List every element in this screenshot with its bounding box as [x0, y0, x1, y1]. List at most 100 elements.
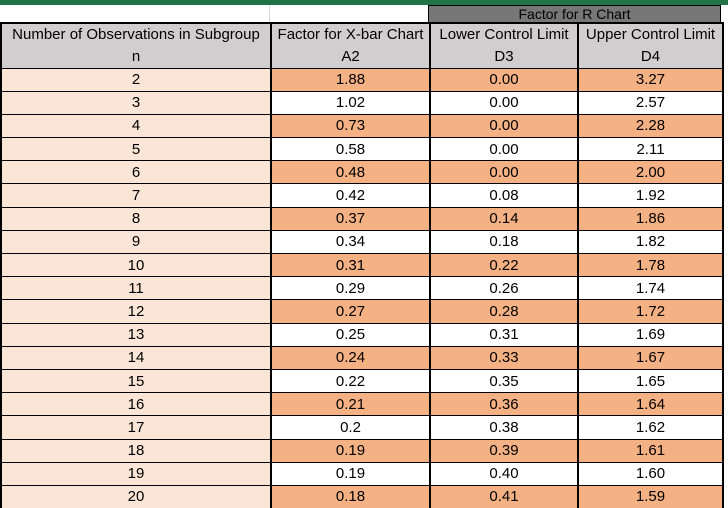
cell-d4[interactable]: 2.57: [577, 90, 724, 115]
cell-d3[interactable]: 0.35: [429, 368, 579, 394]
header-cell-d3[interactable]: Lower Control Limit D3: [429, 22, 579, 69]
cell-a2[interactable]: 0.31: [270, 252, 431, 278]
cell-d4[interactable]: 1.74: [577, 276, 724, 301]
cell-n[interactable]: 19: [0, 461, 272, 486]
table-row: 7 0.42 0.08 1.92: [0, 183, 724, 208]
cell-n[interactable]: 3: [0, 90, 272, 115]
cell-d3[interactable]: 0.08: [429, 183, 579, 208]
header-cell-a2[interactable]: Factor for X-bar Chart A2: [270, 22, 431, 69]
cell-d4[interactable]: 1.86: [577, 206, 724, 231]
header-cell-n[interactable]: Number of Observations in Subgroup n: [0, 22, 272, 69]
cell-n[interactable]: 15: [0, 368, 272, 394]
table-body: 2 1.88 0.00 3.27 3 1.02 0.00 2.57 4 0.73 0.00 2.28 5…: [0, 67, 724, 508]
cell-a2[interactable]: 0.29: [270, 276, 431, 301]
cell-d4[interactable]: 1.61: [577, 438, 724, 463]
cell-d3[interactable]: 0.14: [429, 206, 579, 231]
cell-d4[interactable]: 1.64: [577, 392, 724, 417]
cell-a2[interactable]: 1.02: [270, 90, 431, 115]
banner-row: Factor for R Chart: [0, 5, 728, 22]
empty-cell[interactable]: [0, 5, 270, 22]
cell-d4[interactable]: 1.69: [577, 322, 724, 347]
cell-d3[interactable]: 0.00: [429, 67, 579, 92]
cell-a2[interactable]: 0.27: [270, 299, 431, 324]
cell-a2[interactable]: 0.19: [270, 461, 431, 486]
cell-n[interactable]: 4: [0, 113, 272, 139]
cell-d4[interactable]: 2.28: [577, 113, 724, 139]
cell-a2[interactable]: 0.18: [270, 484, 431, 508]
empty-cell: [721, 5, 728, 22]
cell-n[interactable]: 9: [0, 229, 272, 255]
cell-a2[interactable]: 0.58: [270, 137, 431, 162]
cell-a2[interactable]: 0.48: [270, 160, 431, 185]
cell-d4[interactable]: 1.59: [577, 484, 724, 508]
cell-n[interactable]: 14: [0, 345, 272, 370]
table-row: 20 0.18 0.41 1.59: [0, 484, 724, 508]
cell-d3[interactable]: 0.18: [429, 229, 579, 255]
cell-d3[interactable]: 0.00: [429, 113, 579, 139]
cell-d3[interactable]: 0.26: [429, 276, 579, 301]
cell-a2[interactable]: 0.19: [270, 438, 431, 463]
header-title: Upper Control Limit: [585, 26, 716, 44]
cell-d3[interactable]: 0.33: [429, 345, 579, 370]
cell-d4[interactable]: 2.11: [577, 137, 724, 162]
cell-d4[interactable]: 1.72: [577, 299, 724, 324]
header-title: Factor for X-bar Chart: [277, 26, 424, 44]
cell-n[interactable]: 2: [0, 67, 272, 92]
cell-n[interactable]: 20: [0, 484, 272, 508]
r-chart-banner-cell[interactable]: Factor for R Chart: [428, 5, 721, 22]
cell-a2[interactable]: 1.88: [270, 67, 431, 92]
cell-a2[interactable]: 0.25: [270, 322, 431, 347]
header-symbol: A2: [341, 48, 360, 66]
cell-a2[interactable]: 0.2: [270, 415, 431, 440]
cell-a2[interactable]: 0.21: [270, 392, 431, 417]
cell-d3[interactable]: 0.38: [429, 415, 579, 440]
cell-a2[interactable]: 0.37: [270, 206, 431, 231]
cell-n[interactable]: 11: [0, 276, 272, 301]
cell-d4[interactable]: 1.92: [577, 183, 724, 208]
cell-a2[interactable]: 0.24: [270, 345, 431, 370]
cell-d3[interactable]: 0.41: [429, 484, 579, 508]
cell-d3[interactable]: 0.00: [429, 160, 579, 185]
cell-n[interactable]: 12: [0, 299, 272, 324]
header-symbol: D4: [640, 48, 661, 66]
cell-n[interactable]: 8: [0, 206, 272, 231]
table-row: 4 0.73 0.00 2.28: [0, 113, 724, 139]
table-row: 11 0.29 0.26 1.74: [0, 276, 724, 301]
cell-d4[interactable]: 3.27: [577, 67, 724, 92]
cell-d4[interactable]: 1.82: [577, 229, 724, 255]
cell-d4[interactable]: 2.00: [577, 160, 724, 185]
cell-d4[interactable]: 1.78: [577, 252, 724, 278]
table-row: 2 1.88 0.00 3.27: [0, 67, 724, 92]
cell-a2[interactable]: 0.42: [270, 183, 431, 208]
cell-d3[interactable]: 0.31: [429, 322, 579, 347]
cell-d4[interactable]: 1.65: [577, 368, 724, 394]
table-row: 18 0.19 0.39 1.61: [0, 438, 724, 463]
empty-cell[interactable]: [270, 5, 428, 22]
cell-n[interactable]: 17: [0, 415, 272, 440]
cell-d4[interactable]: 1.60: [577, 461, 724, 486]
cell-d4[interactable]: 1.62: [577, 415, 724, 440]
cell-n[interactable]: 18: [0, 438, 272, 463]
cell-d3[interactable]: 0.39: [429, 438, 579, 463]
cell-a2[interactable]: 0.73: [270, 113, 431, 139]
cell-d3[interactable]: 0.36: [429, 392, 579, 417]
header-title: Number of Observations in Subgroup: [12, 26, 260, 44]
cell-n[interactable]: 13: [0, 322, 272, 347]
cell-d3[interactable]: 0.22: [429, 252, 579, 278]
cell-d4[interactable]: 1.67: [577, 345, 724, 370]
cell-a2[interactable]: 0.34: [270, 229, 431, 255]
cell-n[interactable]: 16: [0, 392, 272, 417]
cell-d3[interactable]: 0.00: [429, 90, 579, 115]
control-chart-factors-table: Number of Observations in Subgroup n Fac…: [0, 22, 724, 508]
cell-n[interactable]: 5: [0, 137, 272, 162]
cell-d3[interactable]: 0.28: [429, 299, 579, 324]
cell-n[interactable]: 7: [0, 183, 272, 208]
cell-n[interactable]: 6: [0, 160, 272, 185]
cell-d3[interactable]: 0.40: [429, 461, 579, 486]
cell-n[interactable]: 10: [0, 252, 272, 278]
header-cell-d4[interactable]: Upper Control Limit D4: [577, 22, 724, 69]
cell-d3[interactable]: 0.00: [429, 137, 579, 162]
cell-a2[interactable]: 0.22: [270, 368, 431, 394]
table-row: 3 1.02 0.00 2.57: [0, 90, 724, 115]
top-green-row: [0, 0, 728, 5]
